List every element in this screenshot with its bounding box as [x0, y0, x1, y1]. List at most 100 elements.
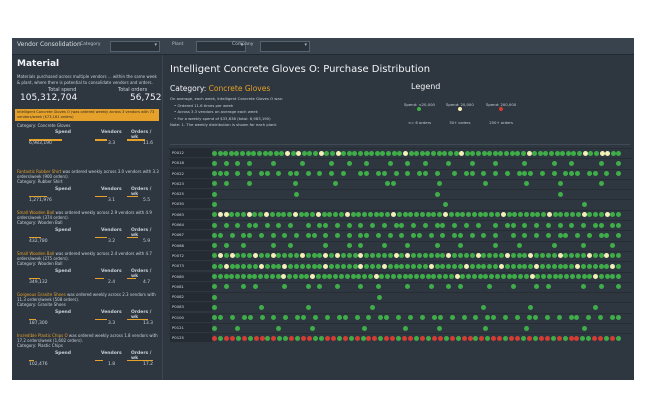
week-dot[interactable] — [503, 335, 509, 341]
week-dot[interactable] — [346, 243, 352, 249]
week-dot[interactable] — [253, 284, 258, 290]
week-dot[interactable] — [315, 212, 321, 218]
week-dot[interactable] — [296, 150, 302, 156]
week-dot[interactable] — [534, 232, 540, 238]
material-card[interactable]: Incredible Plastic Chips O was ordered w… — [15, 333, 159, 369]
week-dot[interactable] — [491, 315, 497, 321]
material-name[interactable]: Incredible Plastic Chips O — [17, 333, 68, 338]
week-dot[interactable] — [235, 263, 241, 269]
week-dot[interactable] — [217, 212, 223, 218]
week-dot[interactable] — [481, 253, 487, 259]
week-dot[interactable] — [551, 243, 557, 249]
week-dot[interactable] — [565, 150, 571, 156]
week-dot[interactable] — [437, 335, 443, 341]
week-dot[interactable] — [616, 253, 622, 259]
week-dot[interactable] — [598, 274, 604, 280]
week-dot[interactable] — [425, 274, 431, 280]
week-dot[interactable] — [283, 335, 289, 341]
week-dot[interactable] — [610, 243, 616, 249]
week-dot[interactable] — [431, 335, 437, 341]
week-dot[interactable] — [212, 274, 217, 280]
week-dot[interactable] — [616, 274, 622, 280]
week-dot[interactable] — [592, 171, 598, 177]
week-dot[interactable] — [271, 315, 277, 321]
week-dot[interactable] — [532, 315, 538, 321]
week-dot[interactable] — [391, 274, 396, 280]
week-dot[interactable] — [522, 160, 528, 166]
week-dot[interactable] — [360, 335, 366, 341]
week-dot[interactable] — [551, 253, 557, 259]
week-dot[interactable] — [287, 212, 293, 218]
week-dot[interactable] — [367, 274, 373, 280]
week-dot[interactable] — [329, 171, 335, 177]
week-dot[interactable] — [235, 222, 241, 228]
company-filter-select[interactable]: ▾ — [260, 41, 310, 52]
week-dot[interactable] — [598, 181, 604, 187]
week-dot[interactable] — [281, 212, 287, 218]
week-dot[interactable] — [510, 253, 516, 259]
week-dot[interactable] — [380, 150, 386, 156]
week-dot[interactable] — [534, 222, 540, 228]
week-dot[interactable] — [327, 274, 333, 280]
week-dot[interactable] — [437, 325, 443, 331]
week-dot[interactable] — [475, 263, 481, 269]
week-dot[interactable] — [390, 335, 396, 341]
week-dot[interactable] — [402, 325, 408, 331]
week-dot[interactable] — [329, 160, 335, 166]
week-dot[interactable] — [399, 222, 405, 228]
week-dot[interactable] — [616, 263, 622, 269]
week-dot[interactable] — [288, 253, 294, 259]
week-dot[interactable] — [540, 253, 545, 259]
week-dot[interactable] — [569, 171, 575, 177]
week-dot[interactable] — [522, 171, 528, 177]
week-dot[interactable] — [299, 263, 305, 269]
week-dot[interactable] — [535, 274, 541, 280]
week-dot[interactable] — [516, 171, 522, 177]
week-dot[interactable] — [373, 274, 379, 280]
week-dot[interactable] — [529, 212, 535, 218]
week-dot[interactable] — [370, 304, 376, 310]
week-dot[interactable] — [282, 232, 288, 238]
week-dot[interactable] — [437, 315, 443, 321]
week-dot[interactable] — [262, 150, 268, 156]
week-dot[interactable] — [235, 335, 241, 341]
week-dot[interactable] — [223, 274, 229, 280]
week-dot[interactable] — [557, 222, 563, 228]
week-dot[interactable] — [454, 212, 460, 218]
week-dot[interactable] — [563, 232, 569, 238]
week-dot[interactable] — [458, 253, 463, 259]
week-dot[interactable] — [212, 222, 217, 228]
week-dot[interactable] — [461, 335, 467, 341]
week-dot[interactable] — [330, 335, 336, 341]
week-dot[interactable] — [419, 212, 425, 218]
week-dot[interactable] — [466, 212, 472, 218]
week-dot[interactable] — [574, 315, 580, 321]
week-dot[interactable] — [548, 150, 554, 156]
week-dot[interactable] — [277, 335, 283, 341]
week-dot[interactable] — [442, 150, 448, 156]
week-dot[interactable] — [493, 263, 499, 269]
week-dot[interactable] — [240, 150, 246, 156]
week-dot[interactable] — [473, 335, 479, 341]
week-dot[interactable] — [563, 253, 569, 259]
week-dot[interactable] — [258, 274, 264, 280]
week-dot[interactable] — [598, 284, 604, 290]
week-dot[interactable] — [273, 150, 279, 156]
week-dot[interactable] — [405, 160, 411, 166]
week-dot[interactable] — [417, 253, 422, 259]
week-dot[interactable] — [422, 263, 428, 269]
week-dot[interactable] — [294, 191, 299, 197]
week-dot[interactable] — [575, 253, 581, 259]
week-dot[interactable] — [323, 232, 329, 238]
material-card[interactable]: Small Wooden Ball was ordered weekly acr… — [15, 251, 159, 287]
week-dot[interactable] — [324, 150, 330, 156]
week-dot[interactable] — [575, 171, 581, 177]
week-dot[interactable] — [520, 150, 526, 156]
week-dot[interactable] — [405, 171, 411, 177]
week-dot[interactable] — [346, 160, 352, 166]
week-dot[interactable] — [258, 232, 264, 238]
week-dot[interactable] — [510, 263, 516, 269]
week-dot[interactable] — [569, 160, 575, 166]
week-dot[interactable] — [610, 274, 616, 280]
week-dot[interactable] — [364, 232, 370, 238]
